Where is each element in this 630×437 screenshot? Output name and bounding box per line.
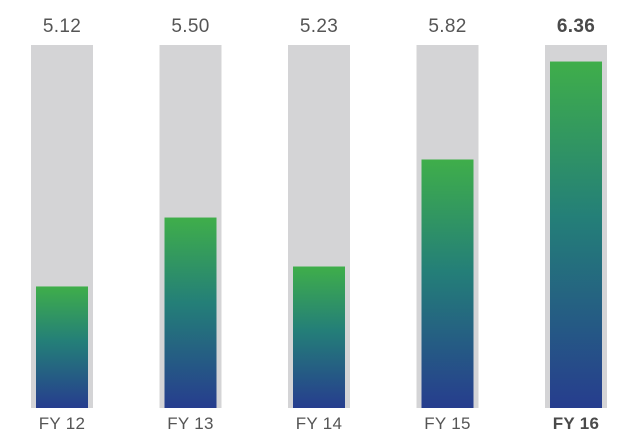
value-label: 5.50 <box>171 16 209 37</box>
bar-fy-12 <box>36 286 88 408</box>
value-label: 5.12 <box>43 16 81 37</box>
bars <box>36 61 602 409</box>
category-label: FY 14 <box>296 414 343 433</box>
value-label: 5.82 <box>428 16 466 37</box>
value-label: 5.23 <box>300 16 338 37</box>
bar-fy-15 <box>421 159 474 408</box>
category-label: FY 13 <box>167 414 214 433</box>
category-label: FY 12 <box>39 414 86 433</box>
category-label: FY 16 <box>553 414 600 433</box>
bar-fy-14 <box>293 266 345 408</box>
bar-fy-16 <box>550 61 602 409</box>
bar-fy-13 <box>164 217 217 408</box>
value-labels: 5.12 5.50 5.23 5.82 6.36 <box>43 16 595 37</box>
value-label: 6.36 <box>557 16 595 37</box>
category-labels: FY 12 FY 13 FY 14 FY 15 FY 16 <box>39 414 600 433</box>
category-label: FY 15 <box>424 414 471 433</box>
